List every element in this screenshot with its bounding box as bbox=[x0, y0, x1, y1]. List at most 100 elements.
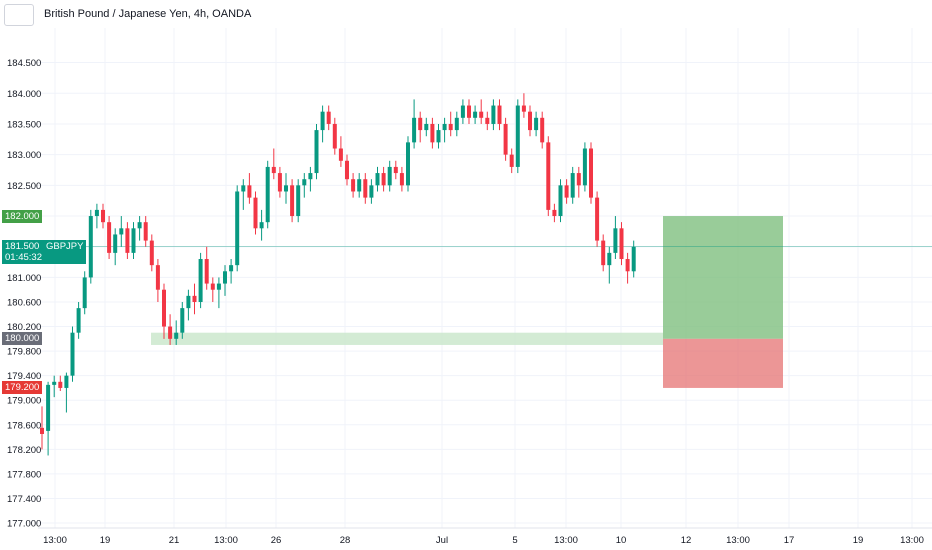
candle-body bbox=[515, 105, 520, 167]
x-tick-label: 13:00 bbox=[43, 535, 67, 546]
y-tick-label: 182.500 bbox=[7, 181, 41, 192]
candle-body bbox=[448, 123, 453, 131]
candle-body bbox=[601, 240, 606, 266]
candle-body bbox=[399, 173, 404, 186]
candle-body bbox=[46, 384, 51, 431]
candle-body bbox=[247, 185, 252, 198]
candle-body bbox=[277, 173, 282, 192]
candle-body bbox=[631, 246, 636, 272]
candle-body bbox=[509, 154, 514, 167]
candle-body bbox=[180, 308, 185, 333]
candle-body bbox=[357, 179, 362, 192]
bar-countdown: 01:45:32 bbox=[5, 252, 42, 264]
candle-body bbox=[338, 148, 343, 161]
candle-body bbox=[387, 166, 392, 186]
candle-body bbox=[345, 160, 349, 180]
candle-body bbox=[412, 117, 417, 143]
candle-body bbox=[210, 283, 215, 290]
current-price-value: 181.500 bbox=[5, 241, 40, 253]
candle-body bbox=[613, 228, 618, 253]
y-tick-label: 183.500 bbox=[7, 119, 41, 130]
candle-body bbox=[607, 252, 612, 266]
candle-body bbox=[107, 222, 112, 253]
candle-body bbox=[284, 185, 288, 192]
target-price-badge: 182.000 bbox=[2, 209, 43, 223]
candles-layer bbox=[40, 93, 636, 456]
candle-body bbox=[454, 117, 459, 131]
candle-body bbox=[131, 228, 136, 253]
candle-body bbox=[82, 277, 87, 309]
candle-body bbox=[528, 111, 532, 131]
y-tick-label: 177.800 bbox=[7, 469, 41, 480]
candle-body bbox=[418, 117, 423, 131]
candle-body bbox=[424, 123, 429, 131]
candle-body bbox=[168, 326, 173, 339]
y-tick-label: 179.800 bbox=[7, 347, 41, 358]
candle-body bbox=[595, 197, 600, 241]
candle-body bbox=[503, 123, 508, 155]
stop-loss-zone bbox=[663, 338, 783, 388]
grid-layer bbox=[38, 28, 932, 528]
candle-body bbox=[204, 259, 209, 284]
candle-body bbox=[229, 265, 234, 272]
current-price-badge: 181.500 GBPJPY 01:45:32 bbox=[2, 240, 87, 265]
stop-price-badge: 179.200 bbox=[2, 381, 43, 395]
x-tick-label: 21 bbox=[169, 535, 180, 546]
candle-body bbox=[430, 123, 435, 143]
y-tick-label: 177.000 bbox=[7, 519, 41, 530]
y-tick-label: 180.600 bbox=[7, 297, 41, 308]
candle-body bbox=[485, 117, 490, 124]
candle-body bbox=[308, 173, 313, 180]
candle-body bbox=[223, 271, 227, 284]
y-axis: 184.500184.000183.500183.000182.500182.0… bbox=[7, 58, 41, 529]
candle-body bbox=[497, 105, 502, 124]
symbol-logo-box[interactable] bbox=[4, 4, 34, 26]
y-tick-label: 183.000 bbox=[7, 150, 41, 161]
x-tick-label: 12 bbox=[681, 535, 692, 546]
x-tick-label: 13:00 bbox=[900, 535, 924, 546]
candle-body bbox=[88, 216, 93, 278]
candle-body bbox=[216, 283, 221, 290]
candle-body bbox=[70, 332, 75, 376]
x-tick-label: 13:00 bbox=[214, 535, 238, 546]
y-tick-label: 180.200 bbox=[7, 322, 41, 333]
candle-body bbox=[125, 228, 130, 253]
y-tick-label: 181.000 bbox=[7, 273, 41, 284]
candle-body bbox=[406, 142, 410, 186]
candle-body bbox=[540, 117, 545, 143]
candle-body bbox=[534, 117, 539, 131]
candle-body bbox=[52, 381, 57, 385]
candle-body bbox=[479, 111, 484, 118]
candle-body bbox=[436, 130, 441, 143]
candle-body bbox=[290, 185, 295, 217]
candle-body bbox=[332, 123, 337, 149]
candle-body bbox=[241, 185, 246, 192]
candle-body bbox=[113, 234, 118, 253]
candle-body bbox=[259, 222, 264, 229]
x-tick-label: 28 bbox=[340, 535, 351, 546]
x-axis: 13:00 19 21 13:00 26 28 Jul 5 13:00 10 12 13:00 17 19… bbox=[38, 527, 932, 546]
zones-layer bbox=[38, 216, 932, 388]
candle-body bbox=[149, 240, 154, 266]
candle-body bbox=[162, 289, 166, 327]
candle-body bbox=[570, 173, 575, 198]
y-tick-label: 178.600 bbox=[7, 420, 41, 431]
x-tick-label: Jul bbox=[436, 535, 448, 546]
y-tick-label: 184.000 bbox=[7, 89, 41, 100]
entry-price-badge: 180.000 bbox=[2, 332, 43, 346]
candle-body bbox=[101, 209, 105, 223]
x-tick-label: 13:00 bbox=[554, 535, 578, 546]
y-tick-label: 184.500 bbox=[7, 58, 41, 69]
candle-body bbox=[619, 228, 624, 260]
chart-title: British Pound / Japanese Yen, 4h, OANDA bbox=[44, 8, 252, 20]
candle-body bbox=[64, 375, 69, 388]
candle-body bbox=[76, 308, 81, 333]
candle-body bbox=[271, 166, 276, 174]
candle-body bbox=[381, 173, 386, 186]
candle-body bbox=[351, 179, 356, 192]
candle-body bbox=[314, 130, 319, 174]
candle-body bbox=[58, 381, 63, 388]
candle-body bbox=[302, 179, 307, 186]
candle-body bbox=[582, 148, 587, 186]
